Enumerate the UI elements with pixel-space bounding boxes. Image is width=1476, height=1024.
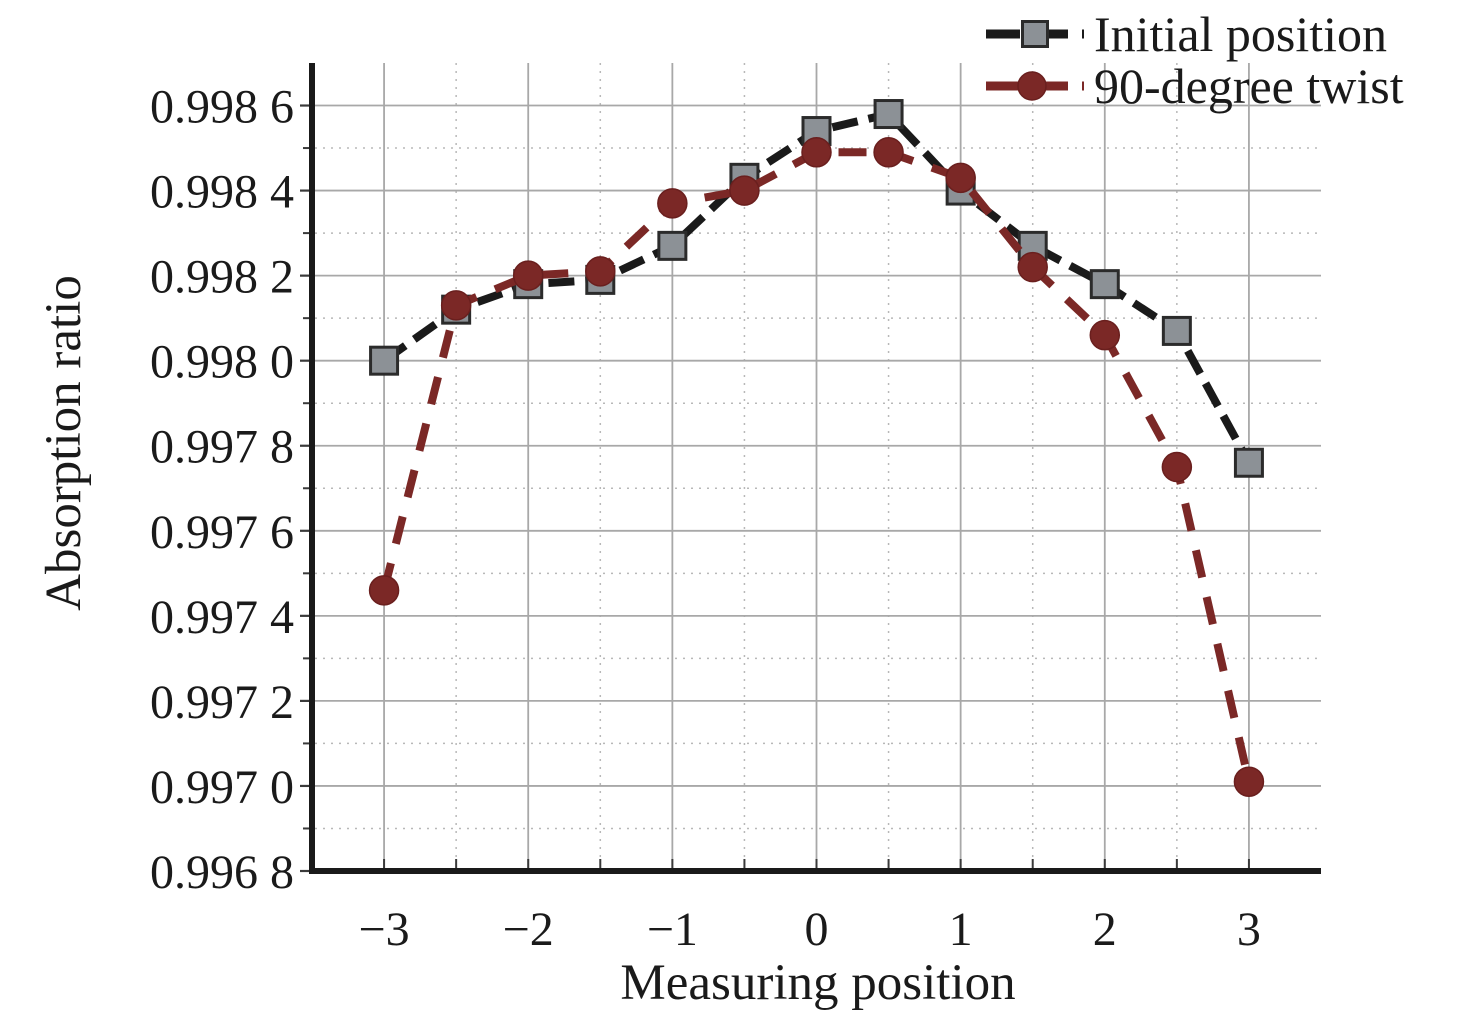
data-point-marker bbox=[657, 188, 688, 219]
legend-sample-marker bbox=[1021, 20, 1049, 48]
x-tick-label: 2 bbox=[1093, 903, 1117, 956]
legend-samples bbox=[986, 20, 1084, 101]
x-tick-label: 3 bbox=[1237, 903, 1261, 956]
x-axis-title: Measuring position bbox=[620, 955, 1015, 1011]
y-tick-label: 0.997 2 bbox=[150, 676, 294, 729]
data-point-marker bbox=[873, 137, 904, 168]
data-point-marker bbox=[1233, 766, 1265, 797]
y-tick-label: 0.997 4 bbox=[150, 591, 294, 644]
axis-ticks bbox=[300, 104, 1250, 873]
y-tick-label: 0.998 2 bbox=[150, 251, 294, 304]
data-point-marker bbox=[657, 230, 688, 261]
legend-label-90-degree-twist: 90-degree twist bbox=[1094, 58, 1404, 114]
y-tick-label: 0.998 0 bbox=[150, 336, 294, 389]
data-point-marker bbox=[1161, 451, 1193, 483]
data-point-marker bbox=[801, 137, 832, 168]
data-point-marker bbox=[1089, 269, 1120, 300]
axis-spines bbox=[309, 63, 1321, 874]
data-point-marker bbox=[1161, 315, 1192, 346]
data-series bbox=[368, 99, 1265, 797]
y-tick-label: 0.997 0 bbox=[150, 761, 294, 814]
data-point-marker bbox=[512, 260, 544, 291]
y-tick-label: 0.998 4 bbox=[150, 166, 294, 219]
y-axis-title: Absorption ratio bbox=[36, 275, 92, 611]
y-tick-label: 0.997 6 bbox=[150, 506, 294, 559]
gridlines bbox=[315, 63, 1321, 868]
y-tick-label: 0.997 8 bbox=[150, 421, 294, 474]
x-tick-label: −1 bbox=[647, 903, 698, 956]
y-axis-tick-labels: 0.996 8 0.997 0 0.997 2 0.997 4 0.997 6 0.997… bbox=[150, 81, 294, 899]
data-point-marker bbox=[945, 162, 976, 194]
data-point-marker bbox=[368, 575, 400, 606]
legend-sample-marker bbox=[1017, 71, 1047, 101]
x-tick-label: 0 bbox=[805, 903, 829, 956]
data-point-marker bbox=[369, 345, 400, 376]
x-tick-label: −2 bbox=[503, 903, 554, 956]
x-tick-label: 1 bbox=[949, 903, 973, 956]
x-tick-label: −3 bbox=[359, 903, 410, 956]
data-point-marker bbox=[440, 290, 472, 321]
x-axis-tick-labels: −3 −2 −1 0 1 2 3 bbox=[359, 903, 1261, 956]
y-tick-label: 0.996 8 bbox=[150, 846, 294, 899]
data-point-marker bbox=[1017, 251, 1048, 283]
data-point-marker bbox=[873, 99, 904, 130]
data-point-marker bbox=[585, 256, 616, 287]
legend-label-initial-position: Initial position bbox=[1094, 6, 1387, 62]
data-point-marker bbox=[1233, 447, 1264, 478]
y-tick-label: 0.998 6 bbox=[150, 81, 294, 134]
legend: Initial position 90-degree twist bbox=[986, 6, 1404, 114]
data-point-marker bbox=[729, 175, 760, 206]
data-point-marker bbox=[1089, 319, 1121, 351]
series-90-degree-twist bbox=[368, 137, 1265, 797]
